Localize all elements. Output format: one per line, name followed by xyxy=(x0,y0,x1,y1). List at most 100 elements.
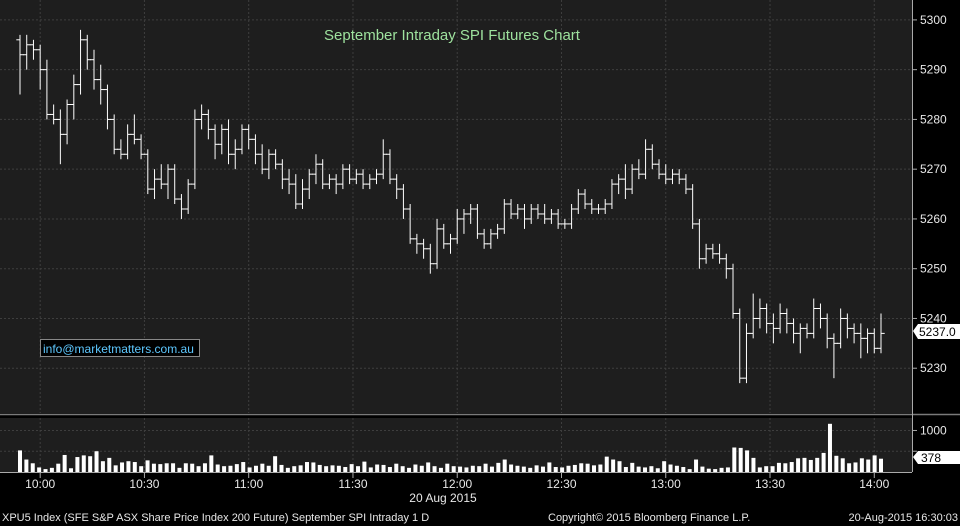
volume-bar xyxy=(534,465,539,472)
volume-tick-label: 1000 xyxy=(920,423,947,437)
volume-bar xyxy=(477,466,482,472)
time-tick-label: 10:30 xyxy=(129,477,159,491)
volume-bar xyxy=(445,463,450,472)
volume-series xyxy=(18,423,883,472)
volume-axis-labels: 1000 xyxy=(912,423,947,452)
footer-timestamp: 20-Aug-2015 16:30:03 xyxy=(849,512,958,524)
volume-bar xyxy=(617,461,622,472)
volume-bar xyxy=(674,465,679,472)
volume-bar xyxy=(330,465,335,472)
volume-bar xyxy=(343,467,348,472)
volume-bar xyxy=(202,463,207,472)
volume-bar xyxy=(419,465,424,472)
time-tick-label: 13:30 xyxy=(755,477,785,491)
volume-bar xyxy=(700,466,705,472)
volume-bar xyxy=(815,457,820,472)
volume-bar xyxy=(458,466,463,472)
price-tick-label: 5240 xyxy=(920,311,947,325)
volume-bar xyxy=(783,463,788,472)
volume-bar xyxy=(88,456,93,472)
volume-bar xyxy=(298,465,303,472)
volume-bar xyxy=(432,466,437,472)
volume-bar xyxy=(113,465,118,472)
volume-bar xyxy=(190,463,195,472)
volume-bar xyxy=(847,463,852,472)
volume-bar xyxy=(451,466,456,472)
volume-bar xyxy=(305,462,309,472)
volume-bar xyxy=(228,465,233,472)
volume-bar xyxy=(126,461,131,472)
volume-bar xyxy=(757,467,762,472)
date-label: 20 Aug 2015 xyxy=(409,491,477,505)
volume-bar xyxy=(547,462,552,472)
volume-bar xyxy=(572,464,577,472)
time-tick-label: 10:00 xyxy=(25,477,55,491)
volume-bar xyxy=(145,460,150,472)
volume-bar xyxy=(407,467,412,472)
volume-bar xyxy=(496,462,501,472)
volume-bar xyxy=(413,464,418,472)
volume-bar xyxy=(234,464,239,472)
volume-bar xyxy=(706,468,711,472)
volume-bar xyxy=(139,466,144,472)
volume-bar xyxy=(349,464,354,472)
volume-bar xyxy=(662,461,667,472)
volume-bar xyxy=(713,469,718,472)
volume-bar xyxy=(400,466,405,472)
volume-bar xyxy=(24,459,29,472)
last-volume-marker: 378 xyxy=(913,451,960,465)
volume-bar xyxy=(438,467,443,472)
volume-bar xyxy=(566,465,571,472)
volume-bar xyxy=(687,469,692,472)
price-tick-label: 5250 xyxy=(920,262,947,276)
volume-bar xyxy=(623,467,628,472)
volume-bar xyxy=(834,455,839,472)
price-tick-label: 5260 xyxy=(920,212,947,226)
price-tick-label: 5300 xyxy=(920,13,947,27)
volume-bar xyxy=(292,466,297,472)
volume-bar xyxy=(183,463,188,472)
volume-bar xyxy=(368,467,373,472)
volume-bar xyxy=(18,450,22,472)
chart-title: September Intraday SPI Futures Chart xyxy=(324,27,581,44)
volume-bar xyxy=(241,462,246,472)
volume-bar xyxy=(509,464,514,472)
price-tick-label: 5280 xyxy=(920,112,947,126)
volume-bar xyxy=(553,467,558,472)
volume-panel-background xyxy=(0,418,912,472)
volume-bar xyxy=(751,457,756,472)
price-ohlc-series xyxy=(16,29,885,384)
time-tick-label: 13:00 xyxy=(651,477,681,491)
volume-bar xyxy=(502,459,507,472)
volume-bar xyxy=(336,465,341,472)
last-price-marker: 5237.0 xyxy=(913,324,960,339)
volume-bar xyxy=(764,466,769,472)
time-tick-label: 11:00 xyxy=(234,477,263,491)
volume-bar xyxy=(394,463,399,472)
volume-bar xyxy=(260,463,265,472)
volume-bar xyxy=(643,467,648,472)
volume-bar xyxy=(164,463,169,472)
time-tick-label: 12:30 xyxy=(546,477,576,491)
volume-bar xyxy=(598,464,603,472)
volume-bar xyxy=(151,463,156,472)
volume-bar xyxy=(528,467,533,472)
volume-bar xyxy=(866,459,871,472)
volume-bar xyxy=(381,464,386,472)
volume-bar xyxy=(802,457,807,472)
volume-bar xyxy=(311,462,316,472)
volume-bar xyxy=(604,456,609,472)
volume-bar xyxy=(215,464,220,472)
last-volume-label: 378 xyxy=(921,451,941,465)
volume-bar xyxy=(681,467,686,472)
volume-bar xyxy=(840,458,845,472)
footer-security-description: XPU5 Index (SFE S&P ASX Share Price Inde… xyxy=(2,512,429,524)
volume-bar xyxy=(273,456,278,472)
last-price-flag xyxy=(913,324,960,339)
volume-bar xyxy=(100,461,105,472)
volume-bar xyxy=(719,467,724,472)
price-axis-labels: 5300 5290 5280 5270 5260 5250 5240 5230 xyxy=(912,13,947,375)
volume-bar xyxy=(375,464,380,472)
volume-bar xyxy=(738,447,743,472)
volume-bar xyxy=(827,423,832,472)
